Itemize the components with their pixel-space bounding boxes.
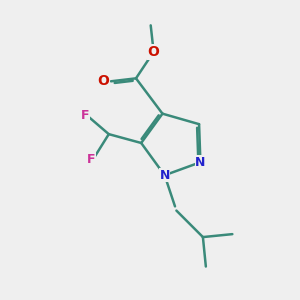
- Text: N: N: [195, 156, 206, 169]
- Text: N: N: [159, 169, 170, 182]
- Text: F: F: [87, 153, 95, 166]
- Text: F: F: [81, 109, 89, 122]
- Text: O: O: [98, 74, 109, 88]
- Text: O: O: [148, 45, 160, 59]
